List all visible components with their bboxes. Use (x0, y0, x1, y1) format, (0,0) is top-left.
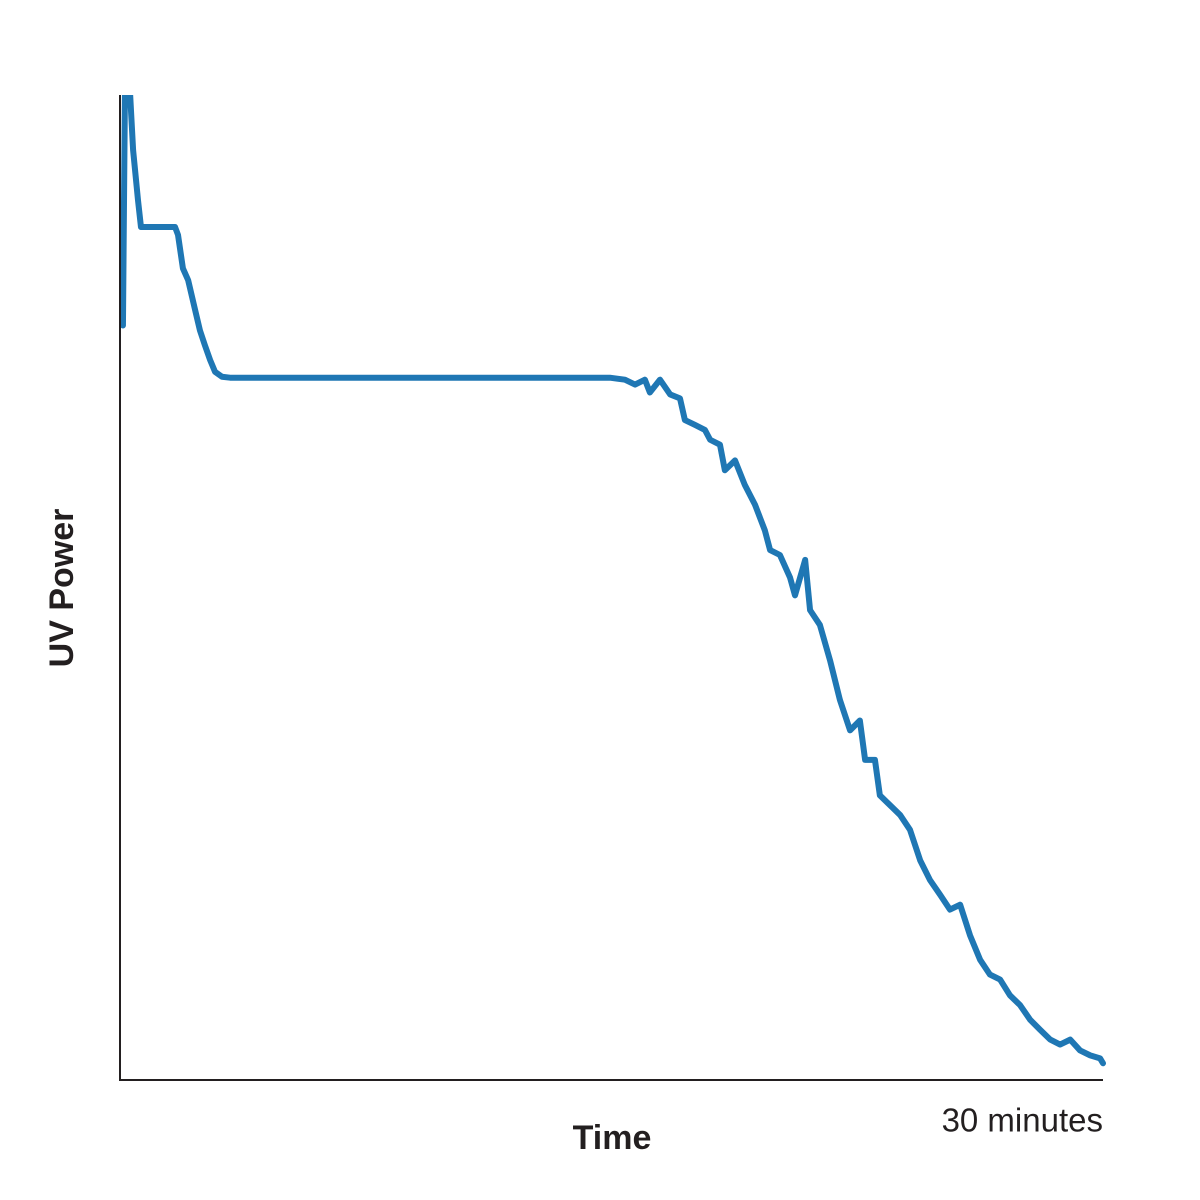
x-tick-label: 30 minutes (942, 1102, 1103, 1139)
x-axis-title: Time (573, 1119, 652, 1157)
y-axis-title: UV Power (43, 509, 81, 668)
data-line (120, 95, 1106, 1067)
